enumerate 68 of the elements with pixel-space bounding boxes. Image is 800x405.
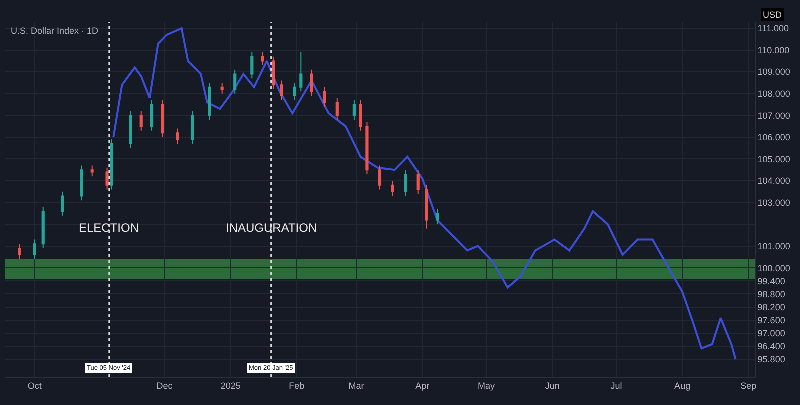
candlestick: [176, 128, 180, 144]
x-tick-label: 2025: [220, 380, 241, 391]
candlestick: [261, 52, 264, 66]
x-tick-label: Feb: [289, 380, 305, 391]
y-tick-label: 100.000: [758, 263, 790, 274]
y-tick-label: 98.800: [758, 289, 786, 300]
candlestick: [220, 82, 224, 94]
candlestick: [272, 56, 276, 90]
candlestick: [300, 52, 303, 92]
candlestick: [416, 170, 420, 195]
candlestick: [140, 110, 143, 132]
candlestick: [293, 82, 296, 101]
candlestick: [150, 100, 154, 132]
candlestick: [234, 69, 237, 94]
candlestick: [129, 110, 132, 149]
candlestick: [110, 139, 114, 190]
y-tick-label: 107.000: [758, 110, 790, 121]
y-tick-label: 110.000: [758, 45, 790, 56]
y-tick-label: 105.000: [758, 154, 790, 164]
text: U.S. Dollar Index · 1D: [11, 26, 100, 36]
candlestick: [90, 165, 94, 178]
candlestick: [359, 100, 362, 132]
candlestick: [336, 98, 339, 121]
y-tick-label: 101.000: [758, 241, 790, 252]
candlestick: [352, 100, 356, 121]
x-tick-label: Sep: [740, 380, 757, 391]
candlestick: [161, 100, 164, 138]
candlestick: [436, 208, 440, 226]
candlestick: [80, 165, 84, 202]
x-tick-label: Jul: [610, 380, 622, 391]
candlestick: [250, 52, 254, 80]
candlestick: [106, 167, 109, 190]
y-axis-title: USD: [763, 10, 782, 20]
y-tick-label: 97.000: [758, 328, 786, 339]
candlestick: [280, 80, 284, 101]
candlestick: [33, 239, 36, 260]
candlestick: [323, 86, 326, 108]
x-tick-label: Dec: [156, 380, 174, 391]
y-tick-label: 108.000: [758, 89, 790, 100]
y-tick-label: 96.400: [758, 342, 786, 352]
candlestick: [18, 244, 22, 260]
y-tick-label: 98.200: [758, 302, 786, 312]
candlestick: [391, 180, 394, 197]
x-tick-label: Mar: [348, 380, 364, 391]
y-tick-label: 106.000: [758, 132, 790, 143]
ref-line-label: INAUGURATION: [226, 221, 318, 235]
candlestick: [42, 206, 45, 249]
candlestick: [310, 69, 314, 97]
y-tick-label: 109.000: [758, 67, 790, 78]
y-tick-label: 99.400: [758, 276, 786, 286]
candlestick: [378, 165, 382, 190]
candlestick: [190, 110, 194, 144]
x-tick-label: Jun: [545, 380, 560, 391]
y-tick-label: 97.600: [758, 316, 786, 326]
candlestick: [60, 191, 64, 216]
x-tick-label: May: [478, 380, 496, 391]
y-tick-label: 104.000: [758, 176, 790, 186]
y-tick-label: 95.800: [758, 354, 786, 365]
ref-line-label: ELECTION: [79, 221, 140, 235]
candlestick: [208, 82, 212, 121]
candlestick: [425, 184, 428, 230]
candlestick: [404, 170, 408, 197]
x-tick-label: Oct: [28, 380, 42, 391]
candlestick: [366, 122, 369, 175]
y-tick-label: 111.000: [758, 24, 790, 34]
x-tick-label: Apr: [416, 380, 430, 391]
y-tick-label: 103.000: [758, 198, 790, 208]
x-tick-label: Aug: [674, 380, 691, 391]
